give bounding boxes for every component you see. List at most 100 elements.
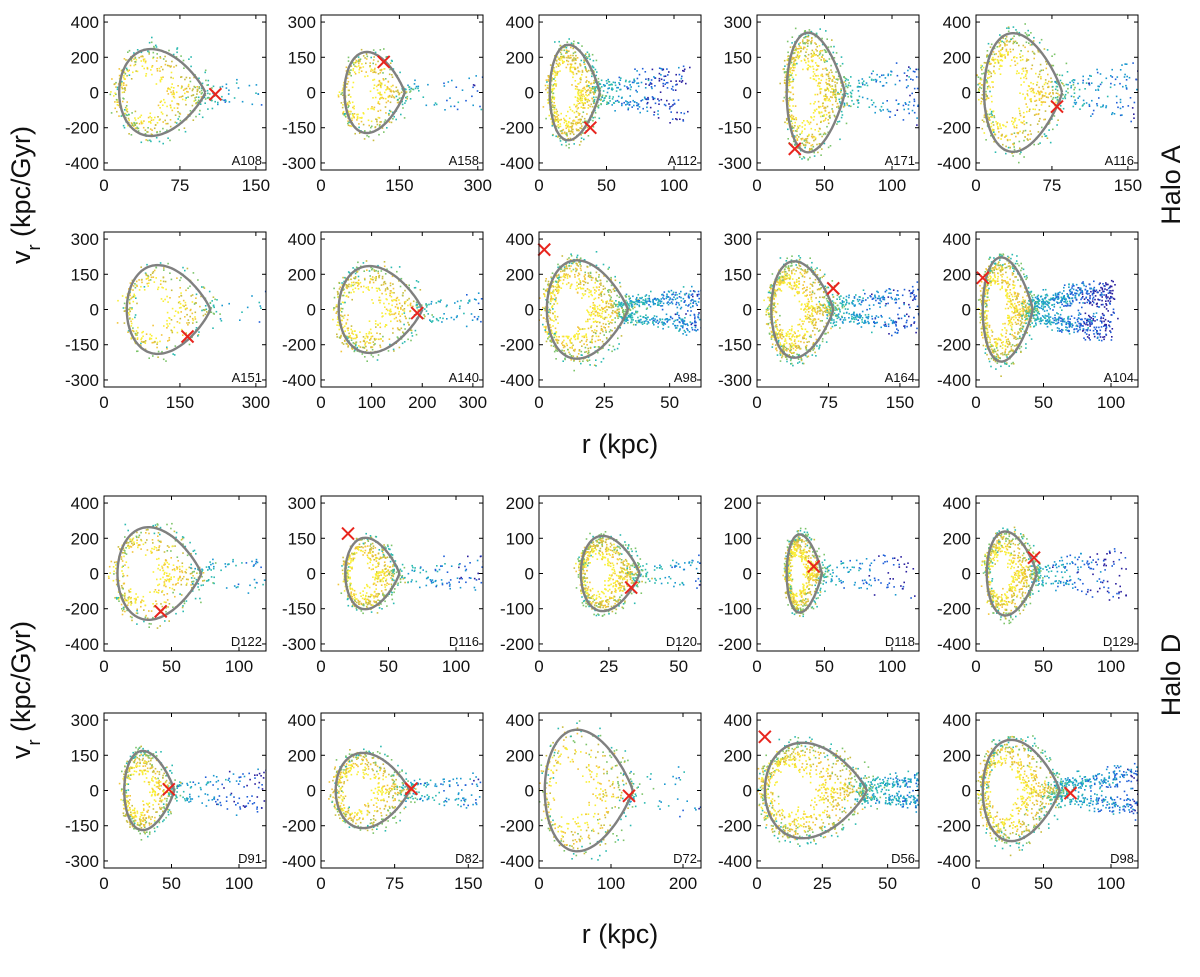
x-tick-label: 0 bbox=[971, 874, 980, 893]
y-tick-label: 400 bbox=[71, 494, 99, 513]
y-tick-label: -200 bbox=[718, 635, 752, 654]
y-tick-label: 200 bbox=[71, 529, 99, 548]
orbit-curve bbox=[543, 728, 634, 853]
panel-id-label: D82 bbox=[455, 851, 479, 866]
y-tick-label: -400 bbox=[500, 852, 534, 871]
panel-id-label: D56 bbox=[891, 851, 915, 866]
x-tick-label: 150 bbox=[166, 393, 194, 412]
particle-scatter bbox=[109, 36, 263, 145]
panel-a104: 0 50 100 -400 -200 0 200 400 A104 bbox=[937, 230, 1139, 412]
x-tick-label: 0 bbox=[534, 657, 543, 676]
orbit-curve bbox=[785, 533, 823, 614]
y-tick-label: -400 bbox=[937, 852, 971, 871]
panel-a158: 0 150 300 -300 -150 0 150 300 A158 bbox=[282, 13, 492, 195]
orbit-curve bbox=[763, 741, 868, 840]
y-tick-label: 400 bbox=[506, 711, 534, 730]
x-tick-label: 300 bbox=[242, 393, 270, 412]
panel-id-label: D72 bbox=[673, 851, 697, 866]
y-tick-label: -200 bbox=[282, 336, 316, 355]
y-tick-label: -400 bbox=[937, 635, 971, 654]
x-tick-label: 25 bbox=[595, 393, 614, 412]
axis-frame bbox=[320, 231, 484, 388]
halo-a-label: Halo A bbox=[1156, 145, 1186, 225]
panel-id-label: A112 bbox=[668, 153, 697, 168]
current-position-marker bbox=[377, 55, 391, 69]
particle-scatter bbox=[116, 262, 266, 362]
y-tick-label: -200 bbox=[65, 600, 99, 619]
y-tick-label: 0 bbox=[307, 301, 316, 320]
current-position-marker bbox=[410, 306, 424, 320]
x-tick-label: 100 bbox=[1097, 393, 1125, 412]
y-tick-label: 0 bbox=[90, 84, 99, 103]
y-tick-label: 200 bbox=[288, 746, 316, 765]
panel-a140: 0 100 200 300 -400 -200 0 200 400 A140 bbox=[282, 230, 487, 412]
y-tick-label: 0 bbox=[525, 782, 534, 801]
y-tick-label: -400 bbox=[282, 371, 316, 390]
orbit-curve bbox=[982, 32, 1064, 153]
y-tick-label: -200 bbox=[282, 817, 316, 836]
x-tick-label: 50 bbox=[379, 657, 398, 676]
x-tick-label: 50 bbox=[669, 657, 688, 676]
y-tick-label: -200 bbox=[718, 817, 752, 836]
panel-id-label: A108 bbox=[232, 153, 262, 168]
y-axis-label-main: v bbox=[6, 745, 36, 759]
x-tick-label: 0 bbox=[316, 393, 325, 412]
x-axis-label-top: r (kpc) bbox=[582, 429, 659, 459]
panel-d91: 0 50 100 -300 -150 0 150 300 D91 bbox=[65, 711, 267, 893]
y-tick-label: -400 bbox=[282, 852, 316, 871]
x-tick-label: 25 bbox=[813, 874, 832, 893]
y-tick-label: 400 bbox=[943, 13, 971, 32]
x-tick-label: 0 bbox=[99, 393, 108, 412]
orbit-curve bbox=[344, 536, 401, 611]
particle-scatter bbox=[337, 48, 483, 142]
particle-scatter bbox=[332, 260, 483, 362]
y-tick-label: 300 bbox=[288, 13, 316, 32]
panel-d120: 0 25 50 -200 -100 0 100 200 D120 bbox=[500, 494, 702, 676]
y-tick-label: -150 bbox=[718, 336, 752, 355]
y-tick-label: 0 bbox=[743, 301, 752, 320]
x-tick-label: 50 bbox=[162, 657, 181, 676]
x-tick-label: 150 bbox=[886, 393, 914, 412]
y-axis-label-top: vr (kpc/Gyr) bbox=[6, 126, 44, 264]
y-tick-label: 0 bbox=[962, 84, 971, 103]
x-tick-label: 50 bbox=[815, 657, 834, 676]
orbit-curve bbox=[116, 526, 203, 621]
axis-frame bbox=[756, 712, 920, 869]
current-position-marker bbox=[622, 789, 636, 803]
x-tick-label: 150 bbox=[454, 874, 482, 893]
x-tick-label: 50 bbox=[660, 393, 679, 412]
y-tick-label: 300 bbox=[288, 494, 316, 513]
y-tick-label: -150 bbox=[282, 119, 316, 138]
y-tick-label: -150 bbox=[65, 817, 99, 836]
panel-grid: 0 75 150 -400 -200 0 200 400 A108 0 150 300 -300 -150… bbox=[65, 13, 1142, 893]
x-tick-label: 100 bbox=[1097, 874, 1125, 893]
y-tick-label: -400 bbox=[937, 371, 971, 390]
panel-d129: 0 50 100 -400 -200 0 200 400 D129 bbox=[937, 494, 1139, 676]
y-tick-label: 400 bbox=[943, 494, 971, 513]
y-tick-label: 0 bbox=[743, 782, 752, 801]
panel-d72: 0 100 200 -400 -200 0 200 400 D72 bbox=[500, 711, 702, 893]
y-tick-label: 400 bbox=[506, 230, 534, 249]
current-position-marker bbox=[806, 559, 821, 574]
current-position-marker bbox=[180, 329, 195, 344]
x-tick-label: 100 bbox=[878, 657, 906, 676]
current-position-marker bbox=[404, 782, 419, 796]
x-tick-label: 50 bbox=[597, 176, 616, 195]
y-tick-label: -400 bbox=[500, 154, 534, 173]
x-tick-label: 100 bbox=[660, 176, 688, 195]
x-tick-label: 75 bbox=[170, 176, 189, 195]
panel-id-label: D122 bbox=[231, 634, 262, 649]
panel-d82: 0 75 150 -400 -200 0 200 400 D82 bbox=[282, 711, 484, 893]
x-tick-label: 100 bbox=[225, 657, 253, 676]
y-tick-label: 150 bbox=[71, 746, 99, 765]
current-position-marker bbox=[624, 580, 638, 595]
x-tick-label: 0 bbox=[752, 393, 761, 412]
y-tick-label: 200 bbox=[943, 48, 971, 67]
y-tick-label: 300 bbox=[724, 230, 752, 249]
y-tick-label: 400 bbox=[288, 230, 316, 249]
current-position-marker bbox=[341, 526, 355, 541]
current-position-marker bbox=[153, 604, 168, 619]
y-tick-label: -300 bbox=[65, 371, 99, 390]
y-tick-label: 100 bbox=[724, 529, 752, 548]
axis-frame bbox=[103, 495, 267, 652]
